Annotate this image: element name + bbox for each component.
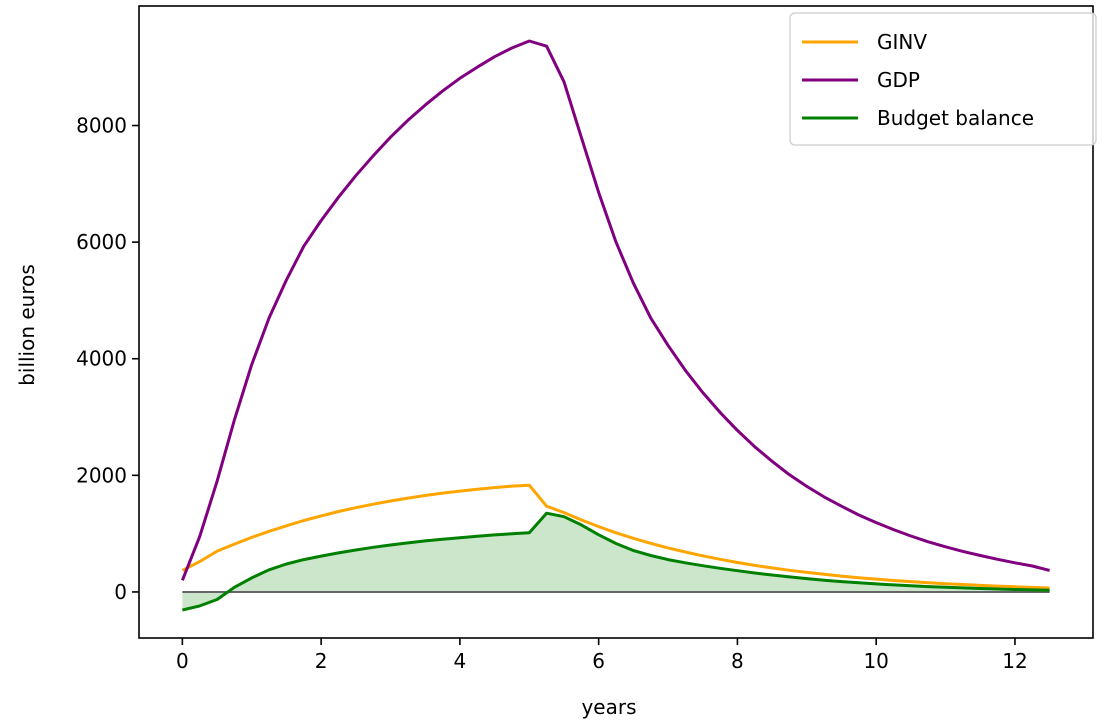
plot-area — [181, 39, 1050, 612]
plot-frame — [138, 5, 1094, 639]
x-tick-label: 4 — [454, 649, 467, 673]
series-line-budget-balance — [182, 511, 1050, 612]
y-tick-label: 2000 — [76, 463, 127, 487]
legend-label-budget-balance: Budget balance — [877, 106, 1034, 130]
x-tick-label: 12 — [1002, 649, 1027, 673]
x-tick-label: 6 — [592, 649, 605, 673]
x-tick-label: 2 — [315, 649, 328, 673]
series-line-gdp — [181, 39, 1050, 581]
legend-frame — [789, 12, 1097, 146]
y-tick-label: 0 — [114, 580, 127, 604]
legend: GINV GDP Budget balance — [789, 12, 1097, 146]
legend-label-ginv: GINV — [877, 30, 927, 54]
axes: 0 2 4 6 8 10 12 0 2000 4000 6000 8000 — [76, 5, 1094, 673]
y-tick-label: 6000 — [76, 230, 127, 254]
x-tick-label: 0 — [176, 649, 189, 673]
x-tick-label: 8 — [731, 649, 744, 673]
series-line-ginv — [181, 483, 1050, 590]
y-tick-label: 8000 — [76, 114, 127, 138]
x-tick-label: 10 — [863, 649, 888, 673]
budget-balance-area — [182, 513, 1050, 611]
y-axis-label: billion euros — [15, 264, 39, 386]
x-axis-label: years — [581, 695, 636, 719]
y-tick-label: 4000 — [76, 347, 127, 371]
legend-label-gdp: GDP — [877, 68, 920, 92]
